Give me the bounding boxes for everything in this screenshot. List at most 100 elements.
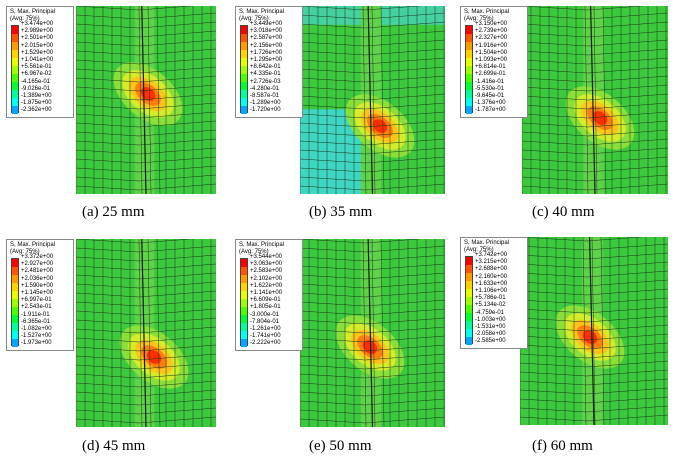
color-legend: S, Max. Principal (Avg: 75%) +3.474e+00 +2…	[6, 6, 74, 118]
panel-45mm: S, Max. Principal (Avg: 75%) +3.372e+00 +2…	[0, 231, 225, 462]
legend-value: +3.150e+00	[475, 21, 508, 27]
legend-value: +1.622e+00	[250, 282, 283, 289]
legend-swatch	[12, 299, 18, 307]
legend-title: S, Max. Principal (Avg: 75%)	[239, 9, 285, 22]
legend-swatch	[466, 34, 472, 42]
legend-value: -1.527e+00	[21, 333, 52, 340]
legend-value: +2.688e+00	[475, 266, 508, 273]
legend-swatch	[12, 331, 18, 339]
legend-value: +1.529e+00	[21, 49, 54, 56]
legend-value: -6.365e-01	[21, 318, 51, 325]
legend-value: -1.741e+00	[250, 333, 281, 340]
legend-value: +2.583e+00	[250, 268, 283, 275]
panel-caption: (f) 60 mm	[532, 438, 593, 454]
legend-value: +3.742e+00	[475, 252, 508, 258]
legend-value: -1.720e+00	[250, 107, 281, 114]
legend-value: +2.739e+00	[475, 28, 508, 35]
fem-image	[522, 6, 668, 194]
legend-swatch	[12, 82, 18, 90]
legend-value: +1.916e+00	[475, 42, 508, 49]
legend-swatch	[466, 289, 472, 297]
legend-value: +2.927e+00	[21, 261, 54, 268]
legend-swatch	[466, 337, 472, 345]
legend-swatch	[241, 82, 247, 90]
legend-value: +1.041e+00	[21, 56, 54, 63]
legend-swatch	[466, 257, 472, 265]
legend-swatch	[12, 267, 18, 275]
legend-swatch	[466, 66, 472, 74]
legend-value: +2.481e+00	[21, 268, 54, 275]
legend-swatch	[466, 305, 472, 313]
legend-value: +2.156e+00	[250, 42, 283, 49]
legend-swatch	[241, 291, 247, 299]
legend-value: +5.134e-02	[475, 302, 506, 309]
legend-value: +6.967e-02	[21, 71, 52, 78]
legend-value: -1.973e+00	[21, 340, 52, 347]
legend-swatch	[241, 315, 247, 323]
legend-value: +2.501e+00	[21, 35, 54, 42]
legend-swatch	[241, 299, 247, 307]
legend-swatch	[241, 259, 247, 267]
legend-value: -1.376e+00	[475, 100, 506, 107]
legend-value: -4.759e-01	[475, 309, 505, 316]
legend-title: S, Max. Principal (Avg: 75%)	[10, 9, 56, 22]
legend-swatch	[241, 98, 247, 106]
fem-stress-contour	[76, 239, 216, 427]
legend-swatch	[12, 26, 18, 34]
legend-value: -9.026e-01	[21, 85, 51, 92]
legend-swatch	[241, 267, 247, 275]
fem-image	[520, 237, 668, 425]
fem-stress-contour	[300, 6, 445, 194]
color-legend: S, Max. Principal (Avg: 75%) +3.544e+00 +3…	[235, 239, 303, 351]
legend-values: +3.474e+00 +2.989e+00 +2.501e+00 +2.015e+00…	[21, 21, 75, 114]
legend-swatch	[12, 283, 18, 291]
color-legend: S, Max. Principal (Avg: 75%) +3.372e+00 +2…	[6, 239, 74, 351]
legend-swatch	[241, 26, 247, 34]
legend-value: +1.504e+00	[475, 49, 508, 56]
legend-value: -3.000e-01	[250, 311, 280, 318]
legend-value: -2.362e+00	[21, 107, 52, 114]
legend-value: -7.804e-01	[250, 318, 280, 325]
legend-value: -1.787e+00	[475, 107, 506, 114]
legend-title: S, Max. Principal (Avg: 75%)	[239, 242, 285, 255]
legend-value: +2.327e+00	[475, 35, 508, 42]
fem-stress-contour	[300, 239, 445, 427]
legend-values: +3.449e+00 +3.018e+00 +2.587e+00 +2.156e+00…	[250, 21, 304, 114]
legend-swatch	[241, 74, 247, 82]
legend-swatch	[12, 98, 18, 106]
legend-swatch	[241, 34, 247, 42]
legend-value: +1.633e+00	[475, 280, 508, 287]
legend-swatch	[466, 90, 472, 98]
legend-value: +6.814e-01	[475, 64, 506, 71]
legend-value: -1.416e-01	[475, 78, 505, 85]
legend-value: -1.289e+00	[250, 100, 281, 107]
legend-value: +2.160e+00	[475, 273, 508, 280]
legend-value: +2.102e+00	[250, 275, 283, 282]
legend-swatch	[466, 313, 472, 321]
legend-swatch	[466, 26, 472, 34]
legend-swatch	[12, 50, 18, 58]
fem-image	[300, 239, 445, 427]
legend-swatch	[12, 90, 18, 98]
panel-60mm: S, Max. Principal (Avg: 75%) +3.742e+00 +3…	[450, 231, 675, 462]
legend-values: +3.372e+00 +2.927e+00 +2.481e+00 +2.036e+00…	[21, 254, 75, 347]
legend-swatch	[241, 283, 247, 291]
legend-value: +1.726e+00	[250, 49, 283, 56]
panel-40mm: S, Max. Principal (Avg: 75%) +3.150e+00 +2…	[450, 0, 675, 231]
legend-values: +3.544e+00 +3.063e+00 +2.583e+00 +2.102e+00…	[250, 254, 304, 347]
legend-swatch	[12, 74, 18, 82]
fem-stress-contour	[520, 237, 668, 425]
panel-50mm: S, Max. Principal (Avg: 75%) +3.544e+00 +3…	[225, 231, 450, 462]
legend-swatch	[12, 291, 18, 299]
color-legend: S, Max. Principal (Avg: 75%) +3.449e+00 +3…	[235, 6, 303, 118]
legend-swatch	[466, 82, 472, 90]
legend-swatch	[241, 90, 247, 98]
panel-caption: (b) 35 mm	[309, 204, 373, 220]
legend-swatch	[12, 66, 18, 74]
legend-swatch	[466, 329, 472, 337]
legend-swatch	[12, 58, 18, 66]
legend-swatch	[12, 106, 18, 114]
legend-value: +3.063e+00	[250, 261, 283, 268]
legend-value: -4.165e-01	[21, 78, 51, 85]
legend-value: +1.145e+00	[21, 289, 54, 296]
